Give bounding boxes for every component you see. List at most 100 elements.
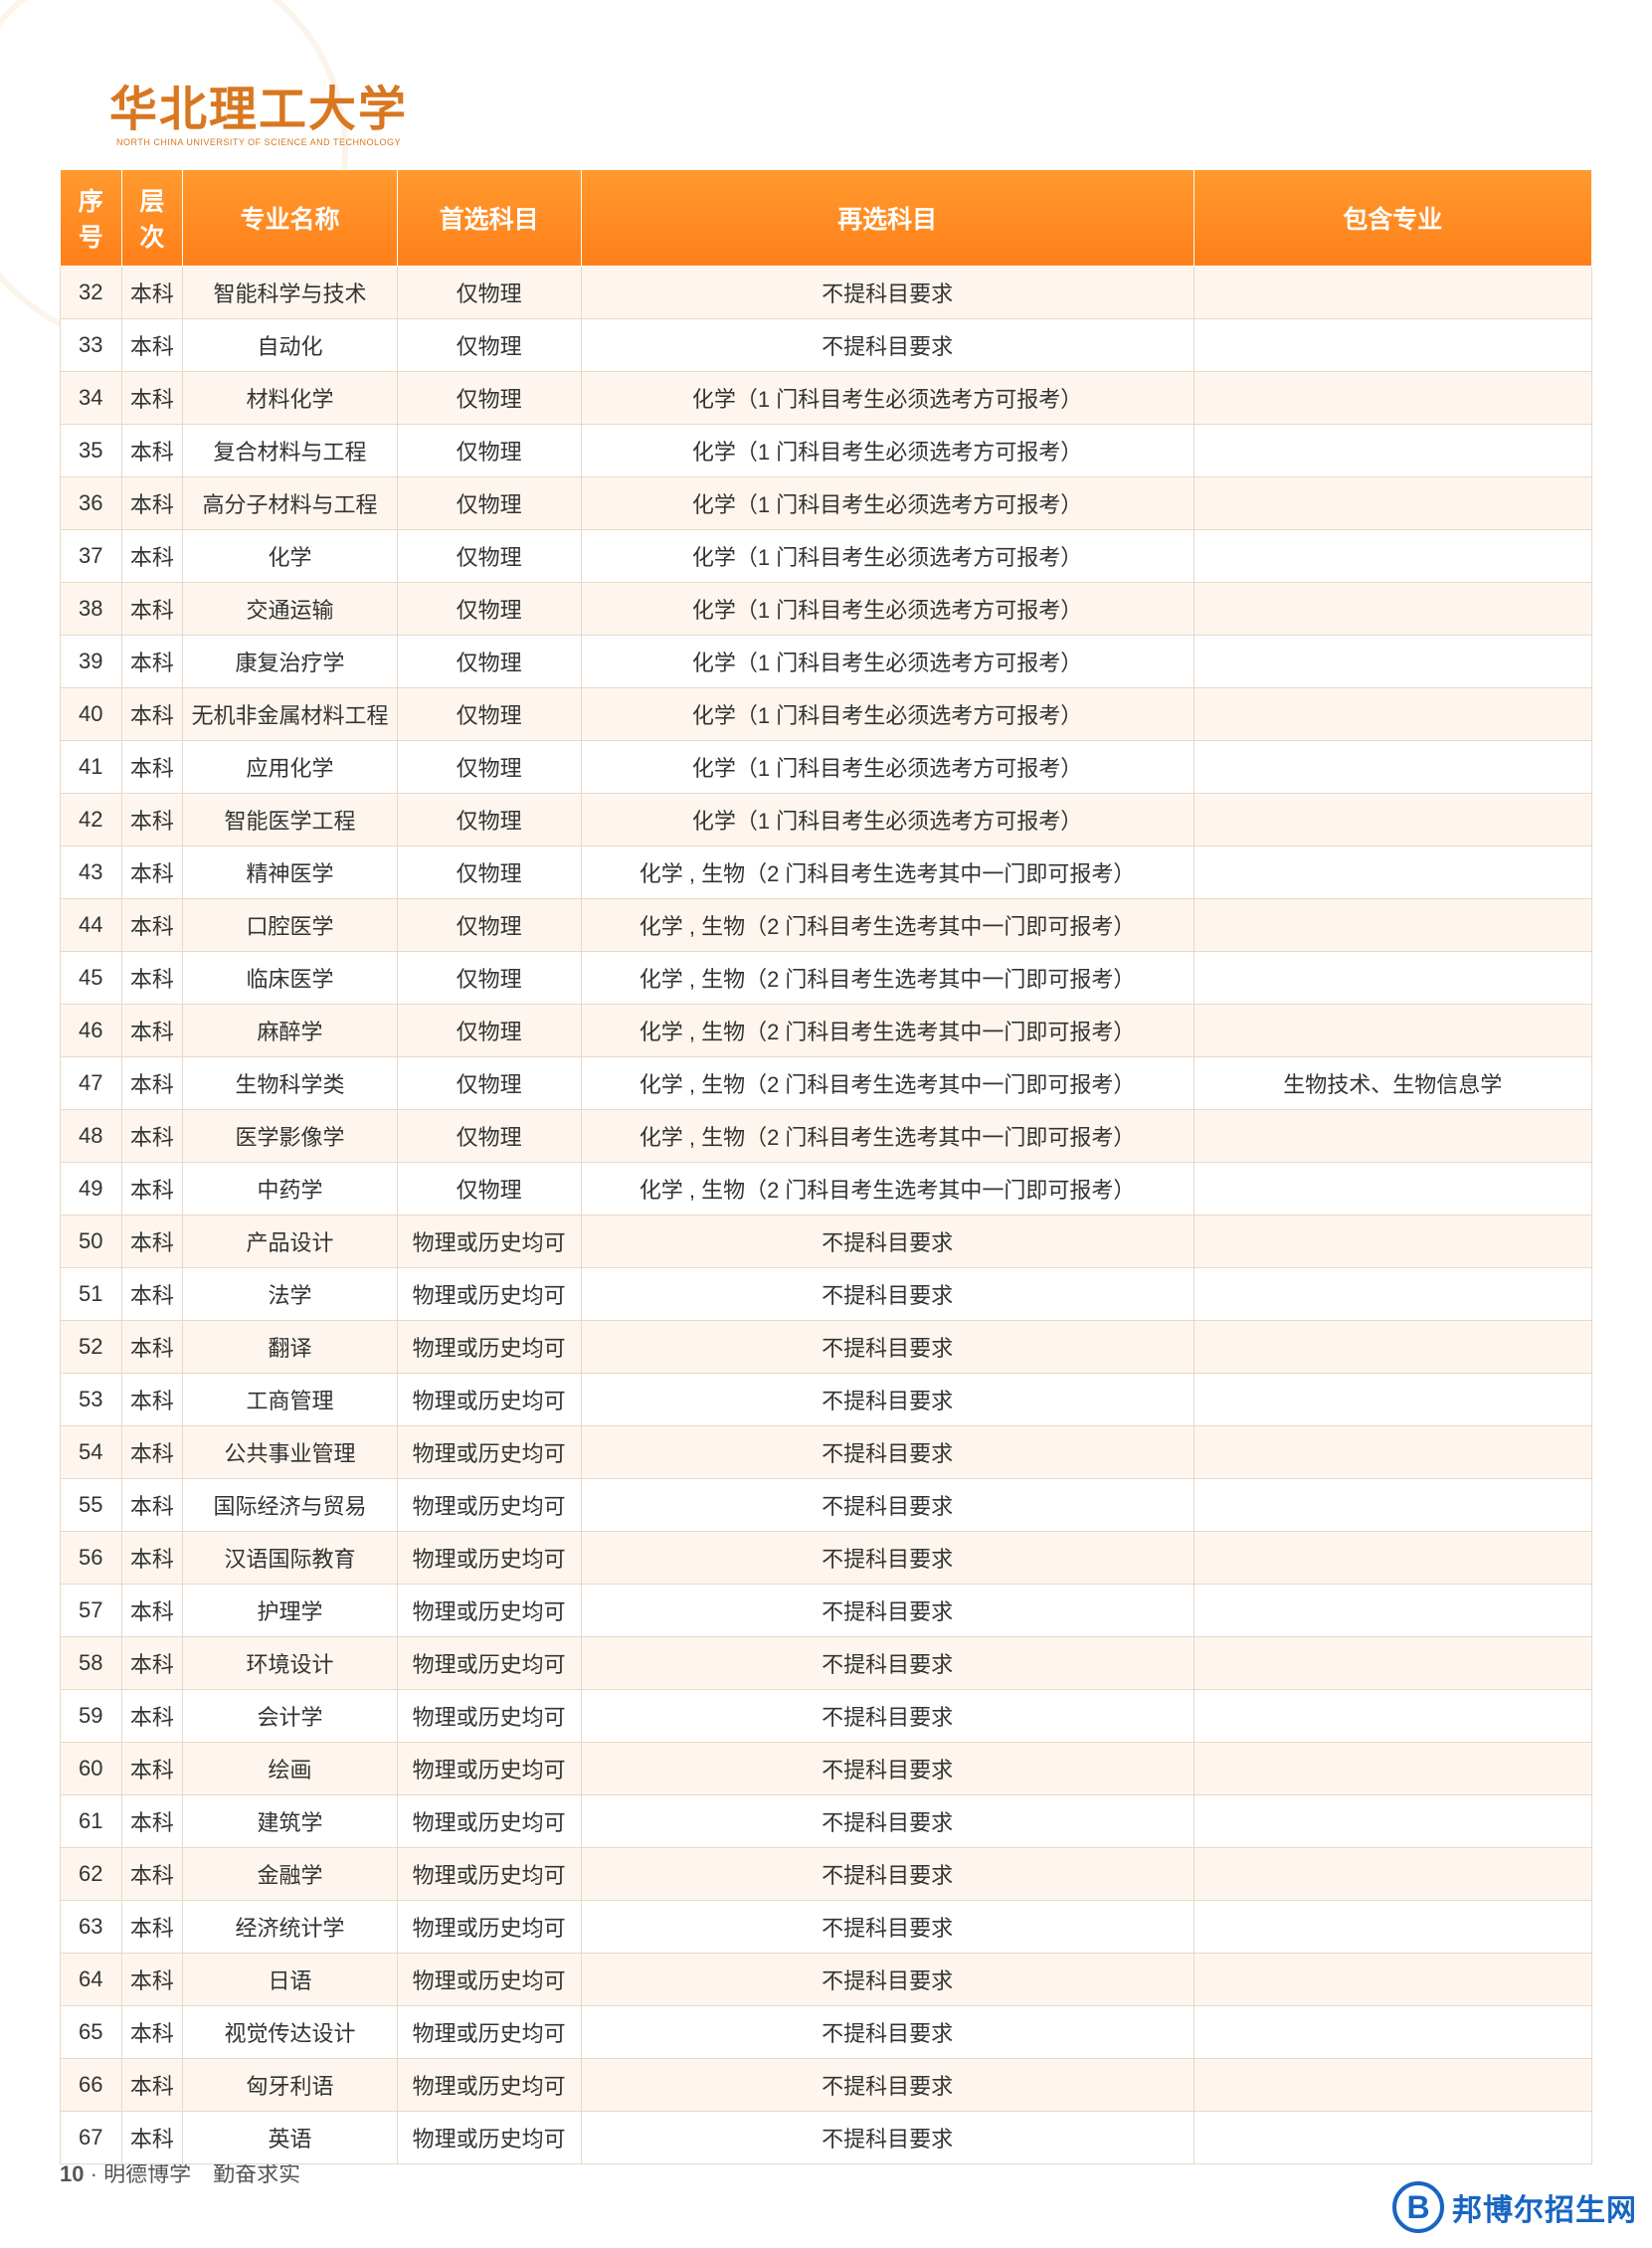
- cell-include: [1193, 372, 1591, 425]
- footer-separator: ·: [91, 2161, 103, 2186]
- cell-first: 物理或历史均可: [397, 1479, 581, 1532]
- cell-seq: 57: [61, 1585, 122, 1637]
- cell-level: 本科: [121, 425, 183, 477]
- cell-seq: 62: [61, 1848, 122, 1901]
- cell-level: 本科: [121, 1005, 183, 1057]
- cell-include: [1193, 688, 1591, 741]
- cell-level: 本科: [121, 1637, 183, 1690]
- cell-second: 不提科目要求: [581, 1216, 1193, 1268]
- cell-seq: 37: [61, 530, 122, 583]
- cell-major: 日语: [183, 1954, 398, 2006]
- cell-include: [1193, 846, 1591, 899]
- table-row: 34本科材料化学仅物理化学（1 门科目考生必须选考方可报考）: [61, 372, 1592, 425]
- cell-second: 化学 , 生物（2 门科目考生选考其中一门即可报考）: [581, 1057, 1193, 1110]
- cell-major: 绘画: [183, 1743, 398, 1795]
- cell-seq: 52: [61, 1321, 122, 1374]
- cell-seq: 42: [61, 794, 122, 846]
- cell-include: [1193, 1110, 1591, 1163]
- cell-seq: 54: [61, 1426, 122, 1479]
- table-row: 50本科产品设计物理或历史均可不提科目要求: [61, 1216, 1592, 1268]
- table-row: 40本科无机非金属材料工程仅物理化学（1 门科目考生必须选考方可报考）: [61, 688, 1592, 741]
- cell-major: 视觉传达设计: [183, 2006, 398, 2059]
- cell-level: 本科: [121, 846, 183, 899]
- cell-seq: 36: [61, 477, 122, 530]
- table-row: 41本科应用化学仅物理化学（1 门科目考生必须选考方可报考）: [61, 741, 1592, 794]
- cell-second: 化学（1 门科目考生必须选考方可报考）: [581, 636, 1193, 688]
- cell-include: [1193, 1637, 1591, 1690]
- cell-second: 不提科目要求: [581, 1848, 1193, 1901]
- table-header-row: 序号 层次 专业名称 首选科目 再选科目 包含专业: [61, 170, 1592, 267]
- table-row: 53本科工商管理物理或历史均可不提科目要求: [61, 1374, 1592, 1426]
- cell-seq: 66: [61, 2059, 122, 2112]
- footer-motto: 明德博学 勤奋求实: [103, 2161, 300, 2186]
- table-row: 44本科口腔医学仅物理化学 , 生物（2 门科目考生选考其中一门即可报考）: [61, 899, 1592, 952]
- cell-second: 化学 , 生物（2 门科目考生选考其中一门即可报考）: [581, 1163, 1193, 1216]
- table-row: 36本科高分子材料与工程仅物理化学（1 门科目考生必须选考方可报考）: [61, 477, 1592, 530]
- cell-include: [1193, 2059, 1591, 2112]
- cell-first: 仅物理: [397, 899, 581, 952]
- cell-include: [1193, 1743, 1591, 1795]
- table-row: 58本科环境设计物理或历史均可不提科目要求: [61, 1637, 1592, 1690]
- cell-second: 化学（1 门科目考生必须选考方可报考）: [581, 688, 1193, 741]
- header-seq: 序号: [61, 170, 122, 267]
- table-row: 67本科英语物理或历史均可不提科目要求: [61, 2112, 1592, 2164]
- cell-include: [1193, 583, 1591, 636]
- cell-second: 化学（1 门科目考生必须选考方可报考）: [581, 583, 1193, 636]
- table-row: 35本科复合材料与工程仅物理化学（1 门科目考生必须选考方可报考）: [61, 425, 1592, 477]
- cell-second: 不提科目要求: [581, 1585, 1193, 1637]
- cell-first: 仅物理: [397, 741, 581, 794]
- cell-level: 本科: [121, 1585, 183, 1637]
- university-logo: 华北理工大学 NORTH CHINA UNIVERSITY OF SCIENCE…: [109, 70, 408, 147]
- university-name-en: NORTH CHINA UNIVERSITY OF SCIENCE AND TE…: [109, 137, 408, 147]
- cell-first: 物理或历史均可: [397, 1954, 581, 2006]
- cell-include: [1193, 1321, 1591, 1374]
- cell-level: 本科: [121, 583, 183, 636]
- header-include: 包含专业: [1193, 170, 1591, 267]
- table-row: 33本科自动化仅物理不提科目要求: [61, 319, 1592, 372]
- cell-level: 本科: [121, 1795, 183, 1848]
- cell-second: 不提科目要求: [581, 319, 1193, 372]
- cell-seq: 41: [61, 741, 122, 794]
- cell-second: 不提科目要求: [581, 1374, 1193, 1426]
- cell-second: 化学 , 生物（2 门科目考生选考其中一门即可报考）: [581, 1110, 1193, 1163]
- cell-major: 中药学: [183, 1163, 398, 1216]
- cell-second: 不提科目要求: [581, 1690, 1193, 1743]
- cell-first: 物理或历史均可: [397, 2059, 581, 2112]
- cell-first: 物理或历史均可: [397, 2112, 581, 2164]
- cell-include: [1193, 1795, 1591, 1848]
- table-row: 54本科公共事业管理物理或历史均可不提科目要求: [61, 1426, 1592, 1479]
- cell-seq: 48: [61, 1110, 122, 1163]
- cell-major: 临床医学: [183, 952, 398, 1005]
- cell-major: 建筑学: [183, 1795, 398, 1848]
- cell-include: [1193, 899, 1591, 952]
- cell-seq: 50: [61, 1216, 122, 1268]
- cell-second: 不提科目要求: [581, 1795, 1193, 1848]
- cell-seq: 64: [61, 1954, 122, 2006]
- cell-major: 智能医学工程: [183, 794, 398, 846]
- cell-second: 化学 , 生物（2 门科目考生选考其中一门即可报考）: [581, 846, 1193, 899]
- cell-second: 不提科目要求: [581, 1743, 1193, 1795]
- cell-major: 护理学: [183, 1585, 398, 1637]
- cell-level: 本科: [121, 688, 183, 741]
- cell-include: [1193, 1005, 1591, 1057]
- cell-include: [1193, 1268, 1591, 1321]
- cell-seq: 61: [61, 1795, 122, 1848]
- cell-include: [1193, 1954, 1591, 2006]
- cell-seq: 51: [61, 1268, 122, 1321]
- cell-seq: 56: [61, 1532, 122, 1585]
- cell-level: 本科: [121, 1426, 183, 1479]
- cell-first: 仅物理: [397, 267, 581, 319]
- table-row: 63本科经济统计学物理或历史均可不提科目要求: [61, 1901, 1592, 1954]
- cell-major: 化学: [183, 530, 398, 583]
- table-row: 59本科会计学物理或历史均可不提科目要求: [61, 1690, 1592, 1743]
- cell-major: 翻译: [183, 1321, 398, 1374]
- table-row: 57本科护理学物理或历史均可不提科目要求: [61, 1585, 1592, 1637]
- cell-include: [1193, 794, 1591, 846]
- table-row: 55本科国际经济与贸易物理或历史均可不提科目要求: [61, 1479, 1592, 1532]
- cell-include: 生物技术、生物信息学: [1193, 1057, 1591, 1110]
- cell-seq: 39: [61, 636, 122, 688]
- table-row: 42本科智能医学工程仅物理化学（1 门科目考生必须选考方可报考）: [61, 794, 1592, 846]
- table-row: 47本科生物科学类仅物理化学 , 生物（2 门科目考生选考其中一门即可报考）生物…: [61, 1057, 1592, 1110]
- table-row: 46本科麻醉学仅物理化学 , 生物（2 门科目考生选考其中一门即可报考）: [61, 1005, 1592, 1057]
- cell-major: 医学影像学: [183, 1110, 398, 1163]
